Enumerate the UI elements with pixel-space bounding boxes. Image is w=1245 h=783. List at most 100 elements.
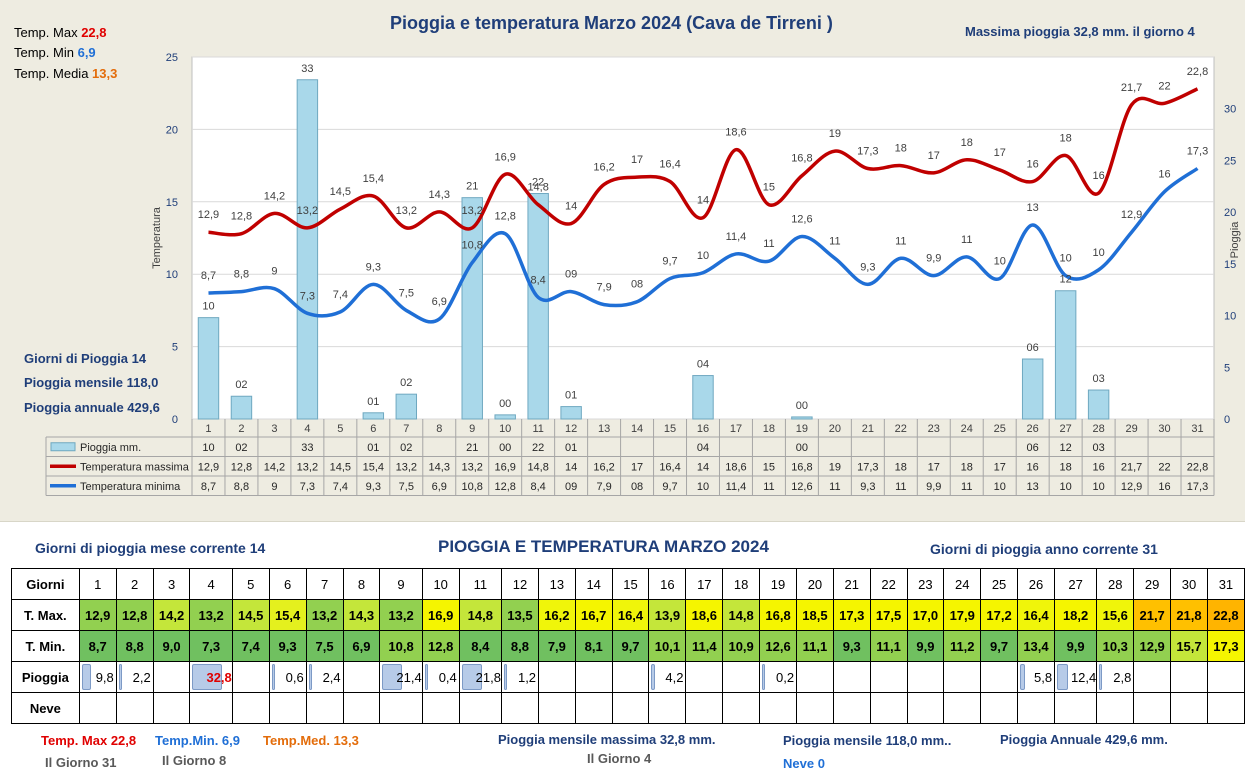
rain-cell: 5,8 (1016, 661, 1055, 693)
rain-value: 9,8 (95, 669, 114, 685)
x-tick-label: 23 (928, 423, 940, 435)
tmin-cell: 13,4 (1016, 630, 1055, 662)
day-cell: 17 (685, 568, 724, 600)
day-cell: 27 (1053, 568, 1098, 600)
rain-cell (1133, 661, 1172, 693)
rain-value: 5,8 (1033, 669, 1053, 685)
tmax-cell: 16,9 (421, 599, 460, 631)
tmin-data-label: 7,5 (399, 287, 414, 299)
rain-data-label: 02 (235, 379, 247, 391)
rain-data-label: 06 (1027, 342, 1039, 354)
summary-table: Giorni 1 2 3 4 5 6 7 8 9 10 11 12 13 14 15 16 17 18 19 20 21 2… (11, 568, 1245, 724)
table-title: PIOGGIA E TEMPERATURA MARZO 2024 (438, 537, 769, 556)
row-label: T. Min. (11, 630, 80, 662)
tmax-cell: 13,9 (648, 599, 687, 631)
table-cell-value: 12,8 (231, 461, 252, 473)
rain-cell: 21,4 (379, 661, 423, 693)
tmin-cell: 9,9 (906, 630, 945, 662)
tmax-data-label: 18 (1060, 132, 1072, 144)
table-cell-value: 00 (499, 442, 511, 454)
x-tick-label: 27 (1060, 423, 1072, 435)
x-tick-label: 8 (436, 423, 442, 435)
rain-level-bar (1056, 664, 1068, 690)
day-cell: 25 (980, 568, 1018, 600)
rain-days-month: Giorni di pioggia mese corrente 14 (35, 540, 266, 556)
table-cell-value: 6,9 (432, 481, 447, 493)
rain-cell (1170, 661, 1208, 693)
tmax-cell: 21,8 (1170, 599, 1208, 631)
tmin-data-label: 11 (961, 234, 972, 246)
rain-data-label: 02 (400, 377, 412, 389)
day-cell: 18 (722, 568, 761, 600)
tmax-cell: 14,8 (458, 599, 502, 631)
tmax-data-label: 19 (829, 128, 841, 140)
day-cell: 13 (537, 568, 576, 600)
tmax-data-label: 16,9 (494, 151, 515, 163)
temp-min-label: Temp. Min (14, 45, 74, 60)
tmax-data-label: 14,8 (527, 182, 548, 194)
tmax-data-label: 13,2 (297, 205, 318, 217)
rain-data-label: 22 (532, 177, 544, 189)
tmin-data-label: 10 (994, 256, 1006, 268)
tmin-cell: 6,9 (342, 630, 381, 662)
snow-cell (722, 692, 761, 724)
tmax-data-label: 22 (1158, 80, 1170, 92)
rain-cell (537, 661, 576, 693)
tmin-data-label: 9,7 (662, 256, 677, 268)
table-cell-value: 17 (994, 461, 1006, 473)
tmax-data-label: 22,8 (1187, 66, 1208, 78)
rain-cell (611, 661, 650, 693)
rain-cell: 21,8 (458, 661, 502, 693)
y2-tick-label: 15 (1224, 259, 1236, 271)
tmax-data-label: 18 (895, 143, 907, 155)
table-cell-value: 16,9 (494, 461, 515, 473)
tmin-data-label: 16 (1158, 169, 1170, 181)
tmin-cell: 15,7 (1170, 630, 1208, 662)
tmax-data-label: 17 (631, 154, 643, 166)
tmax-cell: 12,9 (78, 599, 117, 631)
x-tick-label: 15 (664, 423, 676, 435)
snow-cell (78, 692, 117, 724)
tmin-data-label: 7,3 (300, 290, 315, 302)
day-cell: 16 (648, 568, 687, 600)
rain-bar (560, 406, 582, 420)
table-cell-value: 17 (631, 461, 643, 473)
tmin-data-label: 17,3 (1187, 145, 1208, 157)
tmin-data-label: 10 (697, 250, 709, 262)
footer-temp-med: Temp.Med. 13,3 (263, 733, 359, 748)
rain-level-bar (503, 664, 507, 690)
tmin-cell: 11,1 (869, 630, 908, 662)
x-tick-label: 24 (961, 423, 973, 435)
x-tick-label: 9 (469, 423, 475, 435)
x-tick-label: 14 (631, 423, 643, 435)
day-cell: 22 (869, 568, 908, 600)
snow-cell (1206, 692, 1245, 724)
tmin-data-label: 8,7 (201, 270, 216, 282)
tmin-cell: 9,3 (832, 630, 871, 662)
x-tick-label: 13 (598, 423, 610, 435)
snow-cell (268, 692, 307, 724)
table-cell-value: 9,3 (860, 481, 875, 493)
snow-cell (1133, 692, 1172, 724)
tmax-data-label: 13,2 (396, 205, 417, 217)
rain-data-label: 01 (367, 396, 379, 408)
rain-data-label: 12 (1060, 274, 1072, 286)
max-rain-note: Massima pioggia 32,8 mm. il giorno 4 (965, 24, 1195, 39)
row-label: Giorni (11, 568, 80, 600)
tmin-cell: 8,8 (115, 630, 154, 662)
day-cell: 31 (1206, 568, 1245, 600)
x-tick-label: 6 (370, 423, 376, 435)
tmax-data-label: 16,4 (659, 159, 680, 171)
snow-cell (1170, 692, 1208, 724)
table-cell-value: 09 (565, 481, 577, 493)
snow-cell (421, 692, 460, 724)
day-cell: 24 (943, 568, 982, 600)
row-label: T. Max. (11, 599, 80, 631)
tmax-cell: 12,8 (115, 599, 154, 631)
legend-label: Temperatura massima (80, 461, 190, 473)
temp-min-value: 6,9 (77, 45, 96, 60)
table-cell-value: 12,9 (1121, 481, 1142, 493)
rain-cell (574, 661, 613, 693)
tmin-data-label: 8,8 (234, 269, 249, 281)
table-cell-value: 8,4 (531, 481, 546, 493)
